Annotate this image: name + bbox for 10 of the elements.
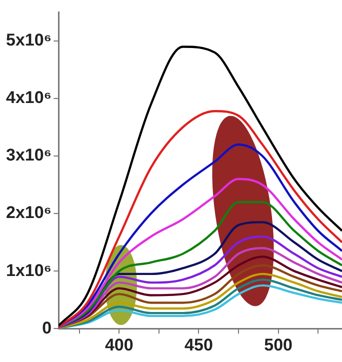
x-tick-label: 500 — [264, 335, 293, 354]
y-tick-label: 1x10⁶ — [6, 260, 52, 280]
x-tick-label: 400 — [104, 335, 134, 354]
y-tick-label: 3x10⁶ — [6, 146, 52, 165]
y-tick-label: 5x10⁶ — [6, 30, 52, 50]
y-tick-label: 4x10⁶ — [6, 88, 52, 108]
y-tick-label: 2x10⁶ — [6, 203, 52, 222]
x-tick-label: 450 — [184, 335, 213, 354]
line-series — [58, 46, 342, 327]
y-tick-label: 0 — [42, 318, 52, 338]
